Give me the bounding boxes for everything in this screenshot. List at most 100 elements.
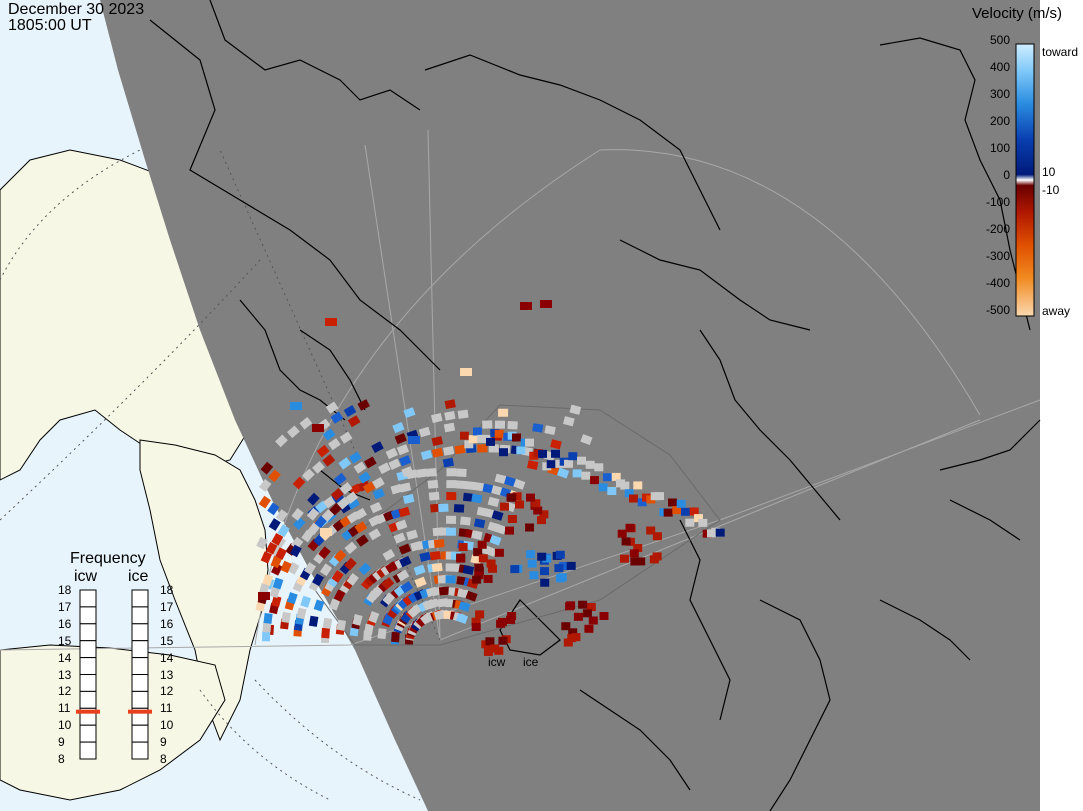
velocity-cell	[399, 555, 412, 568]
velocity-cell	[698, 518, 708, 527]
velocity-cell	[301, 529, 314, 543]
velocity-cells	[255, 300, 725, 656]
velocity-cell	[457, 409, 469, 419]
frequency-cell	[131, 589, 149, 608]
velocity-cell	[299, 416, 313, 430]
velocity-cell	[333, 589, 346, 602]
frequency-tick: 13	[58, 667, 72, 682]
velocity-cell	[462, 492, 474, 502]
velocity-cell	[304, 562, 317, 575]
velocity-cell	[377, 628, 387, 640]
velocity-cell	[607, 487, 617, 495]
velocity-cell	[291, 507, 304, 521]
velocity-cell	[349, 451, 362, 464]
velocity-cell	[307, 522, 321, 536]
velocity-cell	[526, 550, 536, 559]
velocity-cell	[624, 489, 634, 498]
velocity-cell	[580, 434, 593, 446]
velocity-cell	[694, 514, 703, 523]
velocity-cell	[633, 481, 643, 490]
velocity-cell	[296, 607, 307, 620]
frequency-tick: 15	[160, 633, 174, 648]
velocity-cell	[364, 456, 377, 469]
frequency-tick: 15	[58, 633, 72, 648]
velocity-cell	[510, 565, 520, 574]
velocity-cell	[398, 543, 412, 555]
velocity-cell	[271, 595, 282, 608]
velocity-cell	[372, 476, 385, 489]
velocity-cell	[494, 523, 507, 535]
velocity-cell	[394, 433, 407, 445]
frequency-cell	[79, 674, 97, 692]
velocity-cell	[566, 601, 576, 610]
velocity-cell	[540, 578, 550, 587]
velocity-cell	[260, 551, 273, 564]
velocity-cell	[395, 519, 408, 531]
velocity-cell	[564, 459, 573, 468]
velocity-cell	[652, 532, 662, 541]
frequency-cell	[131, 690, 149, 709]
velocity-cell	[512, 492, 522, 501]
velocity-cell	[577, 456, 586, 465]
velocity-cell	[449, 563, 461, 573]
velocity-cell	[588, 616, 598, 625]
velocity-cell	[269, 586, 281, 598]
velocity-cell	[652, 552, 662, 561]
velocity-cell	[584, 624, 594, 633]
velocity-cell	[611, 472, 621, 481]
velocity-cell	[292, 517, 306, 530]
velocity-cell	[431, 436, 444, 447]
velocity-cell	[621, 537, 631, 546]
velocity-cell	[390, 483, 403, 495]
velocity-cell	[262, 573, 274, 586]
velocity-cell	[520, 302, 532, 310]
velocity-cell	[401, 466, 414, 478]
radar-site-ice: ice	[523, 655, 539, 669]
velocity-cell	[629, 494, 638, 503]
velocity-cell	[563, 416, 575, 427]
velocity-cell	[319, 563, 333, 577]
velocity-cell	[655, 492, 664, 501]
velocity-cell	[414, 576, 427, 588]
velocity-cell	[512, 433, 521, 442]
frequency-tick: 17	[58, 599, 72, 614]
velocity-cell	[566, 561, 576, 570]
velocity-cell	[362, 481, 376, 494]
velocity-cell	[442, 457, 455, 468]
velocity-cell	[322, 617, 333, 629]
velocity-colorbar	[1015, 43, 1035, 317]
frequency-tick: 14	[58, 650, 72, 665]
frequency-title: Frequency	[70, 550, 146, 567]
velocity-cell	[314, 515, 328, 529]
velocity-cell	[485, 637, 495, 646]
velocity-cell	[287, 425, 300, 439]
velocity-cell	[438, 503, 449, 512]
legend-tick: 0	[1003, 168, 1010, 182]
dayside-land-greenland	[139, 439, 269, 742]
velocity-cell	[603, 473, 612, 482]
velocity-cell	[322, 428, 336, 441]
velocity-cell	[629, 549, 639, 558]
velocity-cell	[599, 612, 609, 620]
frequency-marker	[128, 709, 152, 714]
velocity-cell	[633, 544, 643, 552]
frequency-boxes	[76, 589, 152, 760]
velocity-cell	[526, 460, 539, 470]
velocity-cell	[306, 507, 320, 521]
velocity-cell	[486, 437, 495, 446]
velocity-cell	[482, 483, 494, 494]
velocity-cell	[336, 619, 347, 631]
velocity-cell	[381, 577, 395, 590]
velocity-cell	[302, 468, 315, 482]
velocity-cell	[388, 458, 401, 470]
velocity-cell	[322, 454, 336, 467]
velocity-cell	[271, 533, 284, 546]
frequency-tick: 16	[160, 616, 174, 631]
velocity-cell	[465, 590, 478, 602]
velocity-cell	[368, 528, 382, 541]
velocity-cell	[400, 581, 414, 594]
velocity-cell	[581, 471, 591, 480]
velocity-cell	[396, 569, 410, 582]
frequency-tick: 18	[58, 583, 72, 597]
velocity-cell	[431, 447, 444, 458]
